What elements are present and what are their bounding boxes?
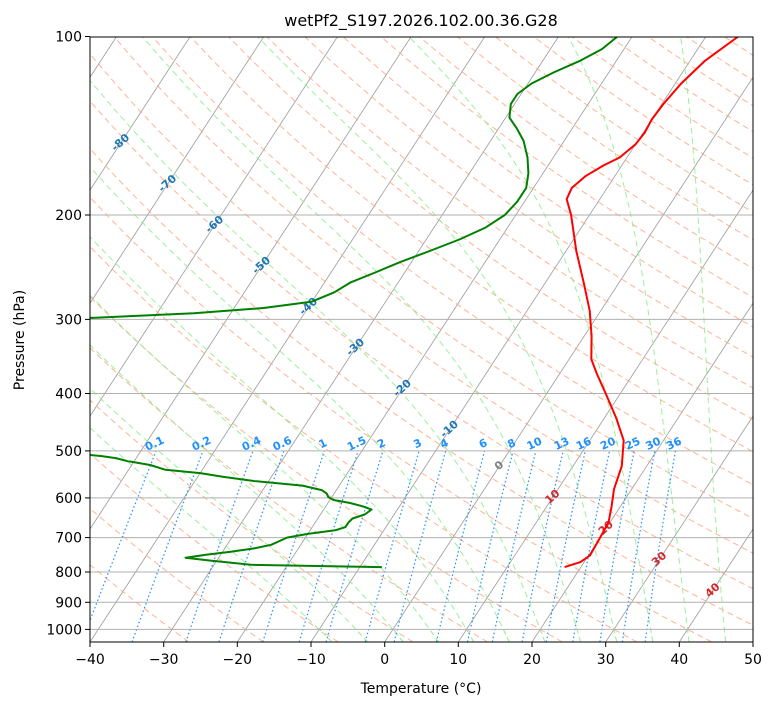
moist-adiabat-line — [408, 37, 654, 642]
mixing-ratio-line — [364, 450, 420, 642]
y-tick-label: 600 — [55, 491, 82, 507]
mixing-ratio-line — [262, 450, 325, 642]
x-axis-ticks: −40 −30 −20 −10 0 10 20 30 40 50 — [75, 642, 762, 668]
dry-adiabat-line — [342, 37, 753, 328]
x-tick-label: −30 — [149, 652, 179, 668]
y-tick-label: 700 — [55, 531, 82, 547]
isotherm-line — [90, 37, 338, 417]
mixing-ratio-line — [131, 450, 204, 642]
dry-adiabat-line — [90, 53, 753, 554]
mixing-ratio-label: 36 — [664, 434, 684, 452]
moist-adiabat-line — [90, 79, 546, 642]
dry-adiabat-line — [266, 37, 753, 389]
isotherm-line — [90, 37, 412, 530]
y-axis-ticks: 100 200 300 400 500 600 700 800 900 1000 — [46, 30, 90, 638]
x-tick-label: −20 — [223, 652, 253, 668]
y-tick-label: 800 — [55, 565, 82, 581]
isotherm-line — [236, 37, 633, 642]
plot-area: 0.10.20.40.611.52346810131620253036-100-… — [90, 37, 753, 642]
x-tick-label: 0 — [380, 652, 389, 668]
dry-adiabat-line — [90, 347, 488, 642]
mixing-ratio-line — [90, 450, 157, 623]
x-tick-label: −10 — [296, 652, 326, 668]
y-tick-label: 900 — [55, 595, 82, 611]
mixing-ratio-line — [393, 450, 447, 642]
isotherm-line — [605, 415, 753, 642]
x-axis-title: Temperature (°C) — [360, 681, 482, 697]
dry-adiabat-line — [90, 147, 753, 626]
mixing-ratio-line — [491, 450, 537, 642]
isotherm-line — [90, 37, 486, 642]
x-tick-label: 30 — [597, 652, 615, 668]
mixing-ratio-line — [435, 450, 486, 642]
dry-adiabat-line — [90, 100, 753, 590]
x-tick-label: 40 — [670, 652, 688, 668]
plot-frame — [89, 36, 754, 643]
mixing-ratio-label: 30 — [644, 434, 664, 452]
mixing-ratio-line — [325, 450, 384, 642]
moist-adiabat-line — [90, 294, 439, 642]
isotherm-line — [90, 37, 265, 304]
mixing-ratio-lines — [90, 450, 677, 642]
y-tick-label: 300 — [55, 312, 82, 328]
isotherm-line — [678, 528, 753, 642]
mixing-ratio-line — [218, 450, 285, 642]
dry-adiabat-line — [90, 399, 414, 642]
mixing-ratio-line — [298, 450, 359, 642]
dry-adiabat-line — [90, 245, 638, 642]
mixing-ratio-label: 25 — [623, 435, 642, 453]
dry-adiabat-line — [90, 507, 264, 642]
dry-adiabat-line — [113, 37, 753, 520]
isobar-lines — [90, 214, 753, 630]
dry-adiabat-line — [151, 37, 753, 486]
moist-adiabat-line — [567, 37, 690, 642]
y-tick-label: 1000 — [46, 622, 82, 638]
x-tick-label: 10 — [449, 652, 467, 668]
moist-adiabat-line — [90, 166, 510, 642]
isotherm-line — [90, 37, 191, 191]
moist-adiabat-line — [680, 37, 726, 642]
mixing-ratio-label: 20 — [598, 434, 618, 452]
moist-adiabat-line — [142, 37, 582, 642]
sounding-profiles — [90, 37, 739, 569]
dewpoint_upper-profile-line — [90, 37, 619, 319]
mixing-ratio-label: 16 — [574, 434, 594, 452]
x-tick-label: 20 — [523, 652, 541, 668]
y-axis-title: Pressure (hPa) — [12, 290, 28, 390]
isotherm-line — [163, 37, 559, 642]
mixing-ratio-label: 10 — [525, 434, 545, 452]
temperature-profile-line — [564, 37, 739, 569]
dewpoint-profile-line — [90, 454, 382, 569]
isotherm-line — [384, 76, 753, 642]
x-tick-label: −40 — [75, 652, 105, 668]
y-tick-label: 400 — [55, 387, 82, 403]
mixing-ratio-line — [521, 450, 564, 642]
y-tick-label: 500 — [55, 444, 82, 460]
dry-adiabat-line — [304, 37, 753, 358]
y-tick-label: 200 — [55, 208, 82, 224]
moist-adiabat-line — [90, 344, 404, 642]
mixing-ratio-line — [185, 450, 254, 642]
moist-adiabat-lines — [90, 37, 726, 642]
x-tick-label: 50 — [744, 652, 762, 668]
y-tick-label: 100 — [55, 30, 82, 46]
mixing-ratio-label: 13 — [552, 435, 571, 453]
mixing-ratio-line — [644, 450, 677, 642]
dry-adiabat-line — [90, 196, 712, 642]
moist-adiabat-line — [257, 37, 618, 642]
dry-adiabat-line — [90, 295, 563, 642]
chart-title: wetPf2_S197.2026.102.00.36.G28 — [284, 11, 558, 31]
moist-adiabat-line — [90, 426, 333, 642]
isotherm-line — [457, 189, 753, 642]
mixing-ratio-line — [466, 450, 514, 642]
